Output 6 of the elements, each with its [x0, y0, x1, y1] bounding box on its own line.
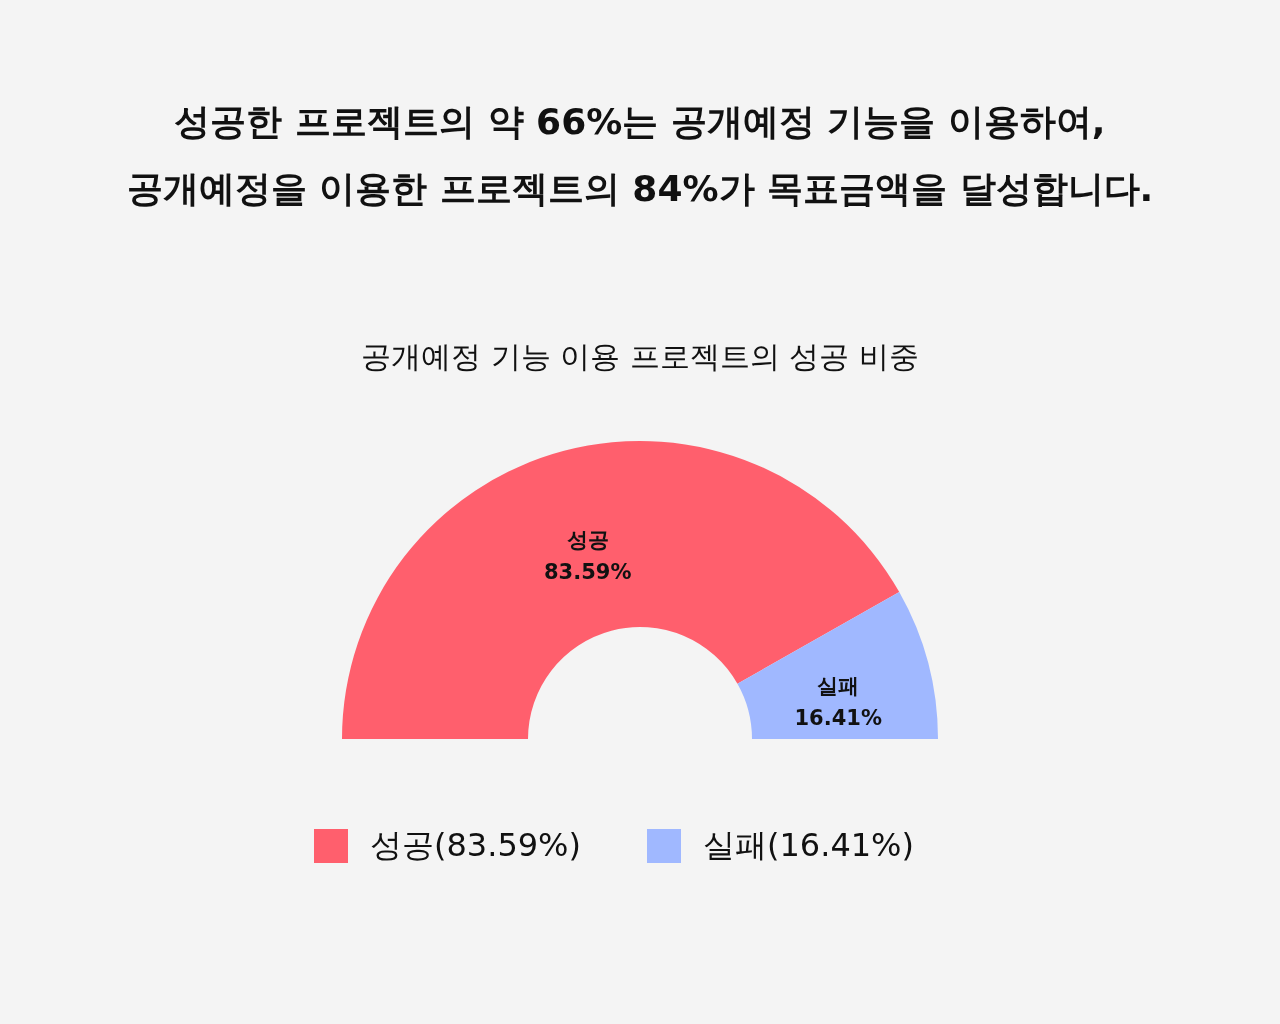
- chart-title: 성공한 프로젝트의 약 66%는 공개예정 기능을 이용하여, 공개예정을 이용한 프로젝트의 84%가 목표금액을 달성합니다.: [126, 101, 1154, 209]
- chart-subtitle: 공개예정 기능 이용 프로젝트의 성공 비중: [361, 339, 919, 374]
- legend-label: 실패(16.41%): [703, 826, 914, 864]
- data-label: 실패 16.41%: [794, 673, 882, 730]
- legend-label: 성공(83.59%): [370, 826, 581, 864]
- data-label: 성공 83.59%: [544, 527, 632, 584]
